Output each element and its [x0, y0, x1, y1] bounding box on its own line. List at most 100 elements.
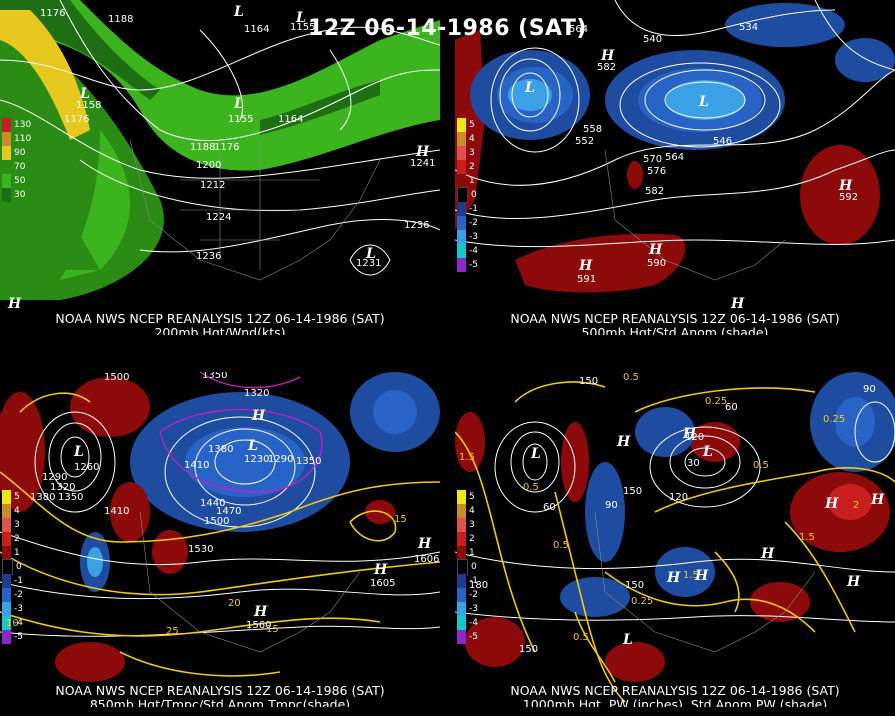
legend-swatch — [457, 630, 466, 644]
legend-swatch — [457, 518, 466, 532]
legend-label: 3 — [14, 520, 20, 530]
high-marker: H — [8, 296, 22, 312]
legend-swatch — [457, 230, 466, 244]
legend-swatch — [2, 146, 11, 160]
legend-swatch — [2, 160, 11, 174]
legend-item: 1 — [2, 546, 36, 560]
legend-label: -1 — [469, 204, 478, 214]
legend-swatch — [457, 258, 466, 272]
legend-label: 2 — [469, 162, 475, 172]
low-marker: L — [525, 80, 535, 96]
contour-label: 1176 — [40, 8, 66, 19]
low-marker: L — [623, 632, 633, 648]
legend-label: -4 — [469, 246, 478, 256]
legend-label: 3 — [469, 148, 475, 158]
legend-label: 1 — [14, 548, 20, 558]
legend-1000mb: 5 4 3 2 1 0 -1 -2 -3 -4 -5 — [457, 490, 491, 644]
contour-label: 582 — [597, 62, 617, 73]
legend-item: -3 — [457, 602, 491, 616]
contour-label: 534 — [739, 22, 759, 33]
legend-item: 30 — [2, 188, 36, 202]
high-marker: H — [374, 562, 388, 578]
contour-label: 120 — [685, 432, 705, 443]
legend-200mb: 130 110 90 70 50 30 — [2, 118, 36, 202]
legend-label: -2 — [469, 590, 478, 600]
high-marker: H — [695, 568, 709, 584]
contour-label: 1188 — [108, 14, 134, 25]
legend-item: -1 — [457, 574, 491, 588]
legend-swatch — [457, 504, 466, 518]
map-500mb — [455, 0, 895, 293]
high-marker: H — [871, 492, 885, 508]
legend-item: -5 — [457, 258, 491, 272]
high-marker: H — [847, 574, 861, 590]
legend-swatch — [2, 574, 11, 588]
contour-label: 1176 — [64, 114, 90, 125]
contour-label: 1224 — [206, 212, 232, 223]
legend-swatch — [457, 532, 466, 546]
legend-swatch — [457, 187, 468, 203]
legend-swatch — [2, 559, 13, 575]
contour-label: 1236 — [196, 251, 222, 262]
contour-label: 150 — [579, 376, 599, 387]
contour-label: 1560 — [246, 620, 272, 631]
legend-label: -1 — [469, 576, 478, 586]
legend-item: -3 — [2, 602, 36, 616]
legend-label: 50 — [14, 176, 26, 186]
legend-item: 1 — [457, 546, 491, 560]
legend-swatch — [457, 216, 466, 230]
contour-label: 564 — [665, 152, 685, 163]
contour-label: 25 — [166, 626, 179, 637]
legend-swatch — [457, 490, 466, 504]
legend-item: 3 — [457, 518, 491, 532]
contour-label: 1230 — [244, 454, 270, 465]
contour-label: 0.5 — [753, 460, 769, 471]
legend-swatch — [2, 118, 11, 132]
high-marker: H — [254, 604, 268, 620]
legend-item: -5 — [457, 630, 491, 644]
legend-item: -1 — [2, 574, 36, 588]
contour-label: 1200 — [196, 160, 222, 171]
legend-swatch — [2, 188, 11, 202]
legend-label: 30 — [14, 190, 26, 200]
legend-item: 4 — [457, 132, 491, 146]
contour-label: 1155 — [228, 114, 254, 125]
contour-label: 1605 — [370, 578, 396, 589]
legend-swatch — [457, 546, 466, 560]
legend-item: -5 — [2, 630, 36, 644]
legend-swatch — [457, 588, 466, 602]
contour-label: 1164 — [278, 114, 304, 125]
legend-item: 110 — [2, 132, 36, 146]
contour-label: 1164 — [244, 24, 270, 35]
legend-swatch — [2, 518, 11, 532]
contour-label: 1231 — [356, 258, 382, 269]
high-marker: H — [601, 48, 615, 64]
low-marker: L — [531, 446, 541, 462]
contour-label: 552 — [575, 136, 595, 147]
map-1000mb — [455, 372, 895, 703]
high-marker: H — [825, 496, 839, 512]
high-marker: H — [416, 144, 430, 160]
legend-item: -4 — [457, 616, 491, 630]
legend-item: 5 — [457, 490, 491, 504]
legend-swatch — [2, 602, 11, 616]
contour-label: 150 — [625, 580, 645, 591]
contour-label: 1410 — [184, 460, 210, 471]
contour-label: 1188 — [190, 142, 216, 153]
legend-item: -2 — [457, 588, 491, 602]
contour-label: 90 — [863, 384, 876, 395]
legend-item: -1 — [457, 202, 491, 216]
high-marker: H — [731, 296, 745, 312]
legend-swatch — [457, 132, 466, 146]
contour-label: 1241 — [410, 158, 436, 169]
legend-label: -2 — [469, 218, 478, 228]
legend-swatch — [2, 174, 11, 188]
caption-line1: NOAA NWS NCEP REANALYSIS 12Z 06-14-1986 … — [510, 311, 840, 326]
low-marker: L — [234, 96, 244, 112]
high-marker: H — [418, 536, 432, 552]
legend-item: 0 — [457, 187, 491, 203]
legend-item: 1 — [457, 174, 491, 188]
low-marker: L — [296, 10, 306, 26]
contour-label: 0.25 — [631, 596, 654, 607]
contour-label: 0.25 — [823, 414, 846, 425]
